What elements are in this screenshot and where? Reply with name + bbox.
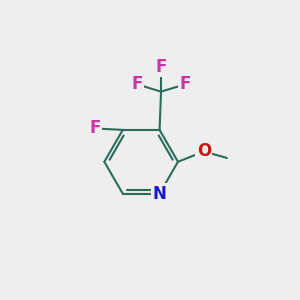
Text: F: F [155,58,167,76]
Text: O: O [197,142,211,160]
Text: F: F [89,119,100,137]
Text: F: F [131,75,142,93]
Text: F: F [179,75,191,93]
Text: N: N [153,185,166,203]
